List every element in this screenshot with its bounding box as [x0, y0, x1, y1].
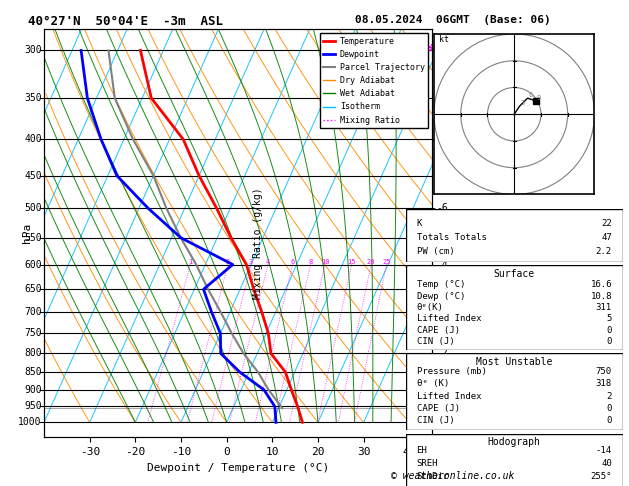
Text: 300: 300 — [24, 46, 42, 55]
Text: K: K — [416, 219, 422, 227]
Text: θᵉ (K): θᵉ (K) — [416, 380, 449, 388]
Text: 3: 3 — [249, 259, 253, 264]
Text: LCL: LCL — [410, 403, 428, 413]
Text: Hodograph: Hodograph — [487, 437, 541, 447]
Text: 8: 8 — [309, 259, 313, 264]
Text: 40: 40 — [601, 459, 612, 468]
Text: 2: 2 — [226, 259, 230, 264]
Text: 5: 5 — [606, 314, 612, 323]
Text: CAPE (J): CAPE (J) — [416, 404, 460, 413]
Text: -14: -14 — [596, 446, 612, 454]
Text: EH: EH — [416, 446, 427, 454]
Text: 47: 47 — [601, 233, 612, 242]
Text: -6: -6 — [436, 203, 448, 213]
Text: Mixing Ratio (g/kg): Mixing Ratio (g/kg) — [253, 187, 263, 299]
Text: 900: 900 — [24, 385, 42, 395]
Text: 0: 0 — [606, 326, 612, 334]
FancyBboxPatch shape — [406, 265, 623, 350]
Text: CIN (J): CIN (J) — [416, 417, 454, 425]
Text: 0: 0 — [606, 404, 612, 413]
Text: 800: 800 — [24, 348, 42, 358]
Text: 08.05.2024  06GMT  (Base: 06): 08.05.2024 06GMT (Base: 06) — [355, 15, 551, 25]
Text: 16.6: 16.6 — [591, 280, 612, 289]
Text: 15: 15 — [347, 259, 356, 264]
Text: 450: 450 — [24, 171, 42, 181]
Text: 40°27'N  50°04'E  -3m  ASL: 40°27'N 50°04'E -3m ASL — [28, 15, 223, 28]
Text: 9: 9 — [537, 94, 541, 101]
Text: -3: -3 — [436, 307, 448, 317]
Text: SREH: SREH — [416, 459, 438, 468]
Text: PW (cm): PW (cm) — [416, 247, 454, 256]
Text: © weatheronline.co.uk: © weatheronline.co.uk — [391, 471, 515, 481]
Text: 0: 0 — [606, 337, 612, 346]
Text: Lifted Index: Lifted Index — [416, 392, 481, 401]
Text: 750: 750 — [596, 367, 612, 376]
Text: 650: 650 — [24, 284, 42, 295]
Text: 318: 318 — [596, 380, 612, 388]
Text: 0: 0 — [606, 417, 612, 425]
Text: 20: 20 — [367, 259, 376, 264]
Text: Dewp (°C): Dewp (°C) — [416, 292, 465, 300]
Text: 550: 550 — [24, 233, 42, 243]
Text: Most Unstable: Most Unstable — [476, 357, 552, 367]
Text: 400: 400 — [24, 134, 42, 144]
Text: 700: 700 — [24, 307, 42, 317]
Text: Totals Totals: Totals Totals — [416, 233, 486, 242]
FancyBboxPatch shape — [406, 353, 623, 430]
Text: 22: 22 — [601, 219, 612, 227]
Text: 10.8: 10.8 — [591, 292, 612, 300]
Text: 350: 350 — [24, 93, 42, 103]
Text: 950: 950 — [24, 401, 42, 412]
Text: 600: 600 — [24, 260, 42, 270]
Text: 750: 750 — [24, 329, 42, 338]
Text: -2: -2 — [436, 348, 448, 358]
Text: -1: -1 — [436, 385, 448, 395]
Text: CIN (J): CIN (J) — [416, 337, 454, 346]
Text: km
ASL: km ASL — [436, 40, 451, 59]
Legend: Temperature, Dewpoint, Parcel Trajectory, Dry Adiabat, Wet Adiabat, Isotherm, Mi: Temperature, Dewpoint, Parcel Trajectory… — [320, 34, 428, 128]
Text: 255°: 255° — [591, 472, 612, 482]
Text: 10: 10 — [321, 259, 329, 264]
X-axis label: Dewpoint / Temperature (°C): Dewpoint / Temperature (°C) — [147, 463, 329, 473]
Text: 500: 500 — [24, 203, 42, 213]
Text: -4: -4 — [436, 260, 448, 270]
FancyBboxPatch shape — [406, 209, 623, 262]
Text: 3: 3 — [521, 100, 525, 106]
Text: 850: 850 — [24, 367, 42, 377]
Text: 6: 6 — [529, 92, 533, 98]
Text: Surface: Surface — [494, 269, 535, 279]
Text: 2.2: 2.2 — [596, 247, 612, 256]
Text: θᵉ(K): θᵉ(K) — [416, 303, 443, 312]
FancyBboxPatch shape — [406, 434, 623, 486]
Text: Temp (°C): Temp (°C) — [416, 280, 465, 289]
Text: 311: 311 — [596, 303, 612, 312]
Text: 4: 4 — [266, 259, 270, 264]
Text: -8: -8 — [436, 119, 448, 128]
Text: 1000: 1000 — [18, 417, 42, 427]
Text: kt: kt — [440, 35, 449, 44]
Text: CAPE (J): CAPE (J) — [416, 326, 460, 334]
Text: 25: 25 — [382, 259, 391, 264]
Text: -5: -5 — [436, 233, 448, 243]
Y-axis label: hPa: hPa — [21, 223, 31, 243]
Text: StmDir: StmDir — [416, 472, 449, 482]
Text: 1: 1 — [188, 259, 192, 264]
Text: Pressure (mb): Pressure (mb) — [416, 367, 486, 376]
Text: Lifted Index: Lifted Index — [416, 314, 481, 323]
Text: 6: 6 — [291, 259, 295, 264]
Text: 2: 2 — [606, 392, 612, 401]
Text: -7: -7 — [436, 171, 448, 181]
